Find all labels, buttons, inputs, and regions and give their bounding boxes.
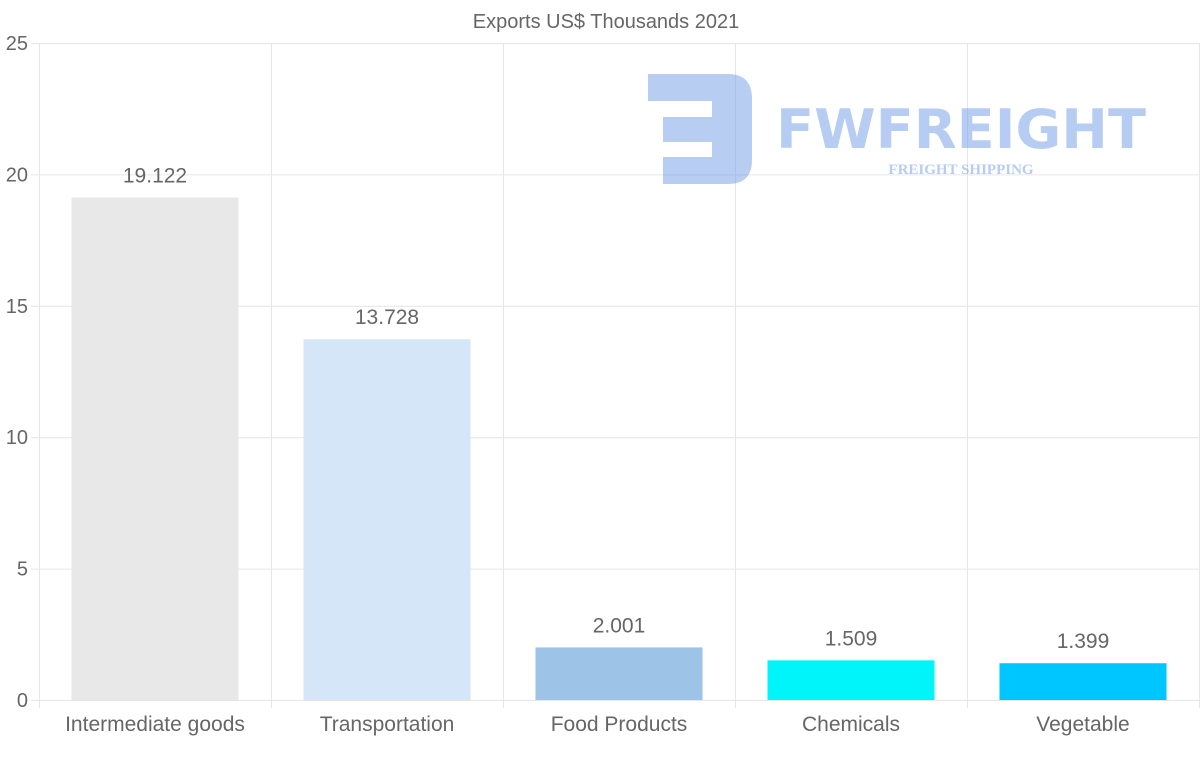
data-label: 19.122 xyxy=(123,164,187,187)
y-tick-label: 0 xyxy=(17,690,28,712)
watermark-tagline: FREIGHT SHIPPING xyxy=(888,162,1033,178)
value-labels: 19.122 13.728 2.001 1.509 1.399 xyxy=(123,164,1109,653)
x-tick-label: Food Products xyxy=(551,713,688,736)
bars: Intermediate goods: 19.122 Transportation… xyxy=(71,197,1167,700)
y-tick-label: 5 xyxy=(17,559,28,581)
y-tick-label: 10 xyxy=(6,427,28,449)
bar[interactable]: Transportation: 13.728 xyxy=(303,339,471,700)
data-label: 13.728 xyxy=(355,306,419,329)
chart-title: Exports US$ Thousands 2021 xyxy=(473,11,739,33)
y-tick-label: 15 xyxy=(6,296,28,318)
data-label: 2.001 xyxy=(593,614,646,637)
x-axis: Intermediate goods Transportation Food Pro… xyxy=(65,713,1130,736)
y-axis: 0 5 10 15 20 25 xyxy=(6,33,28,712)
bar[interactable]: Vegetable: 1.399 xyxy=(999,663,1167,700)
y-tick-label: 25 xyxy=(6,33,28,55)
data-label: 1.509 xyxy=(825,627,878,650)
data-label: 1.399 xyxy=(1057,630,1110,653)
bar[interactable]: Intermediate goods: 19.122 xyxy=(71,197,239,700)
fwfreight-logo-icon xyxy=(648,74,752,184)
x-tick-label: Chemicals xyxy=(802,713,900,736)
bar[interactable]: Food Products: 2.001 xyxy=(535,647,703,700)
bar[interactable]: Chemicals: 1.509 xyxy=(767,660,935,700)
y-tick-label: 20 xyxy=(6,164,28,186)
watermark-brand: FWFREIGHT xyxy=(776,98,1146,161)
x-tick-label: Transportation xyxy=(320,713,455,736)
x-tick-label: Vegetable xyxy=(1036,713,1129,736)
fwfreight-watermark: FWFREIGHT FREIGHT SHIPPING xyxy=(648,74,1146,184)
x-tick-label: Intermediate goods xyxy=(65,713,245,736)
